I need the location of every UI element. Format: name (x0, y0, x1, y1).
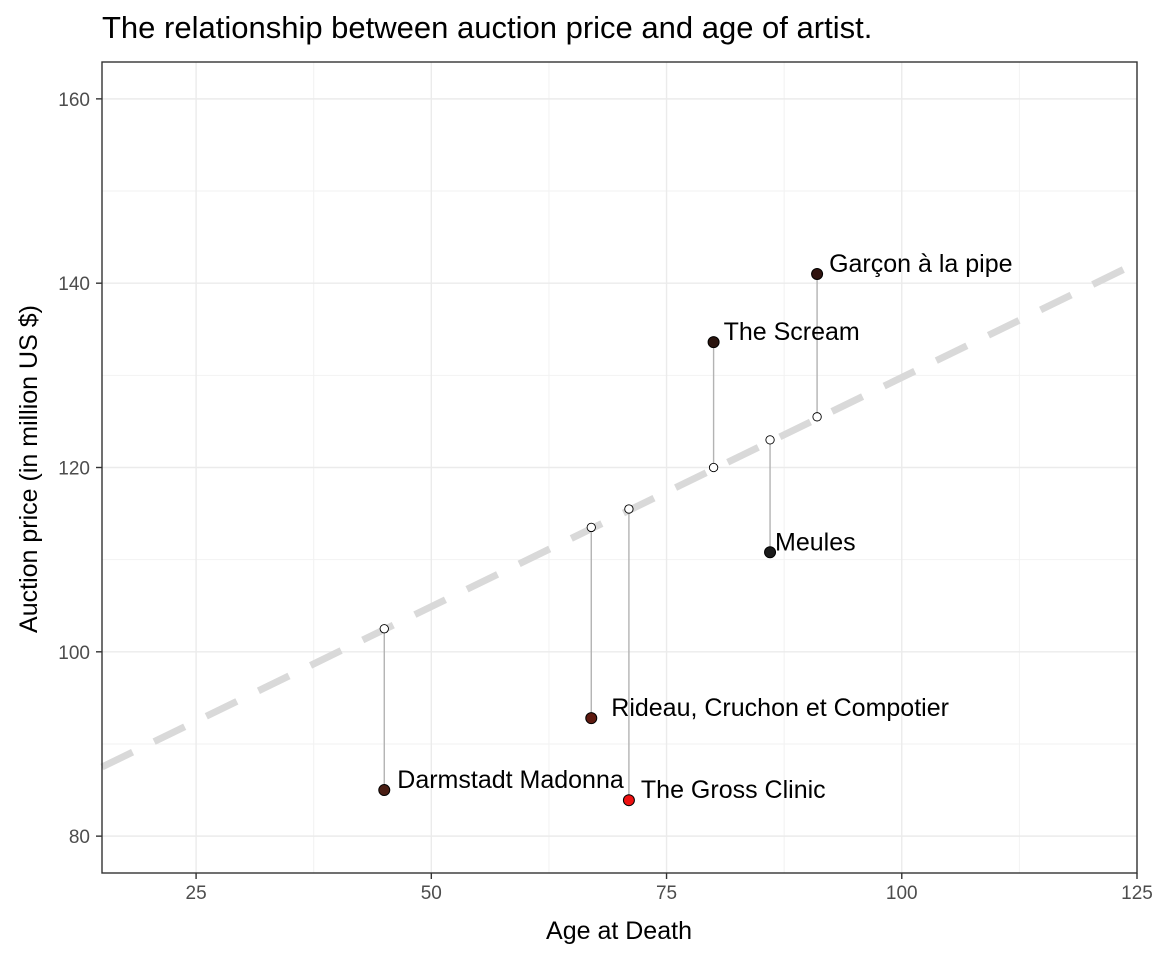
y-tick-label: 80 (69, 827, 90, 848)
x-tick-label: 125 (1121, 883, 1152, 904)
data-points (378, 267, 824, 807)
x-tick-label: 100 (886, 883, 918, 904)
point-label: Garçon à la pipe (829, 250, 1012, 278)
y-tick-label: 100 (58, 643, 90, 664)
fitted-point (586, 522, 596, 533)
point-label: Meules (775, 528, 856, 556)
fitted-point (812, 412, 822, 422)
actual-point (585, 712, 598, 725)
chart-title: The relationship between auction price a… (102, 10, 873, 45)
y-axis-title: Auction price (in million US $) (15, 305, 43, 633)
x-axis-ticks: 25 50 75 100 125 (186, 873, 1152, 904)
point-label: The Scream (724, 318, 860, 346)
fitted-point (624, 504, 634, 514)
actual-point (764, 546, 777, 559)
fitted-point (708, 462, 719, 473)
y-tick-label: 120 (58, 459, 90, 480)
trend-line-layer (100, 259, 1139, 771)
fitted-point (765, 435, 775, 445)
y-tick-label: 140 (58, 274, 90, 295)
point-label: Darmstadt Madonna (397, 766, 624, 794)
trend-line (100, 259, 1139, 771)
point-label: Rideau, Cruchon et Compotier (611, 694, 949, 722)
y-axis-ticks: 80 100 120 140 160 (58, 90, 102, 848)
point-labels: Darmstadt Madonna Rideau, Cruchon et Comp… (397, 250, 1012, 804)
x-tick-label: 25 (186, 883, 207, 904)
actual-point (811, 267, 824, 280)
actual-point (622, 794, 635, 807)
actual-point (707, 336, 720, 349)
residual-segments (383, 273, 818, 801)
fitted-point (379, 624, 389, 634)
y-tick-label: 160 (58, 90, 90, 111)
actual-point (378, 784, 391, 797)
grid (102, 62, 1138, 873)
point-label: The Gross Clinic (641, 776, 826, 804)
x-axis-title: Age at Death (546, 917, 692, 945)
x-tick-label: 75 (656, 883, 677, 904)
x-tick-label: 50 (421, 883, 442, 904)
